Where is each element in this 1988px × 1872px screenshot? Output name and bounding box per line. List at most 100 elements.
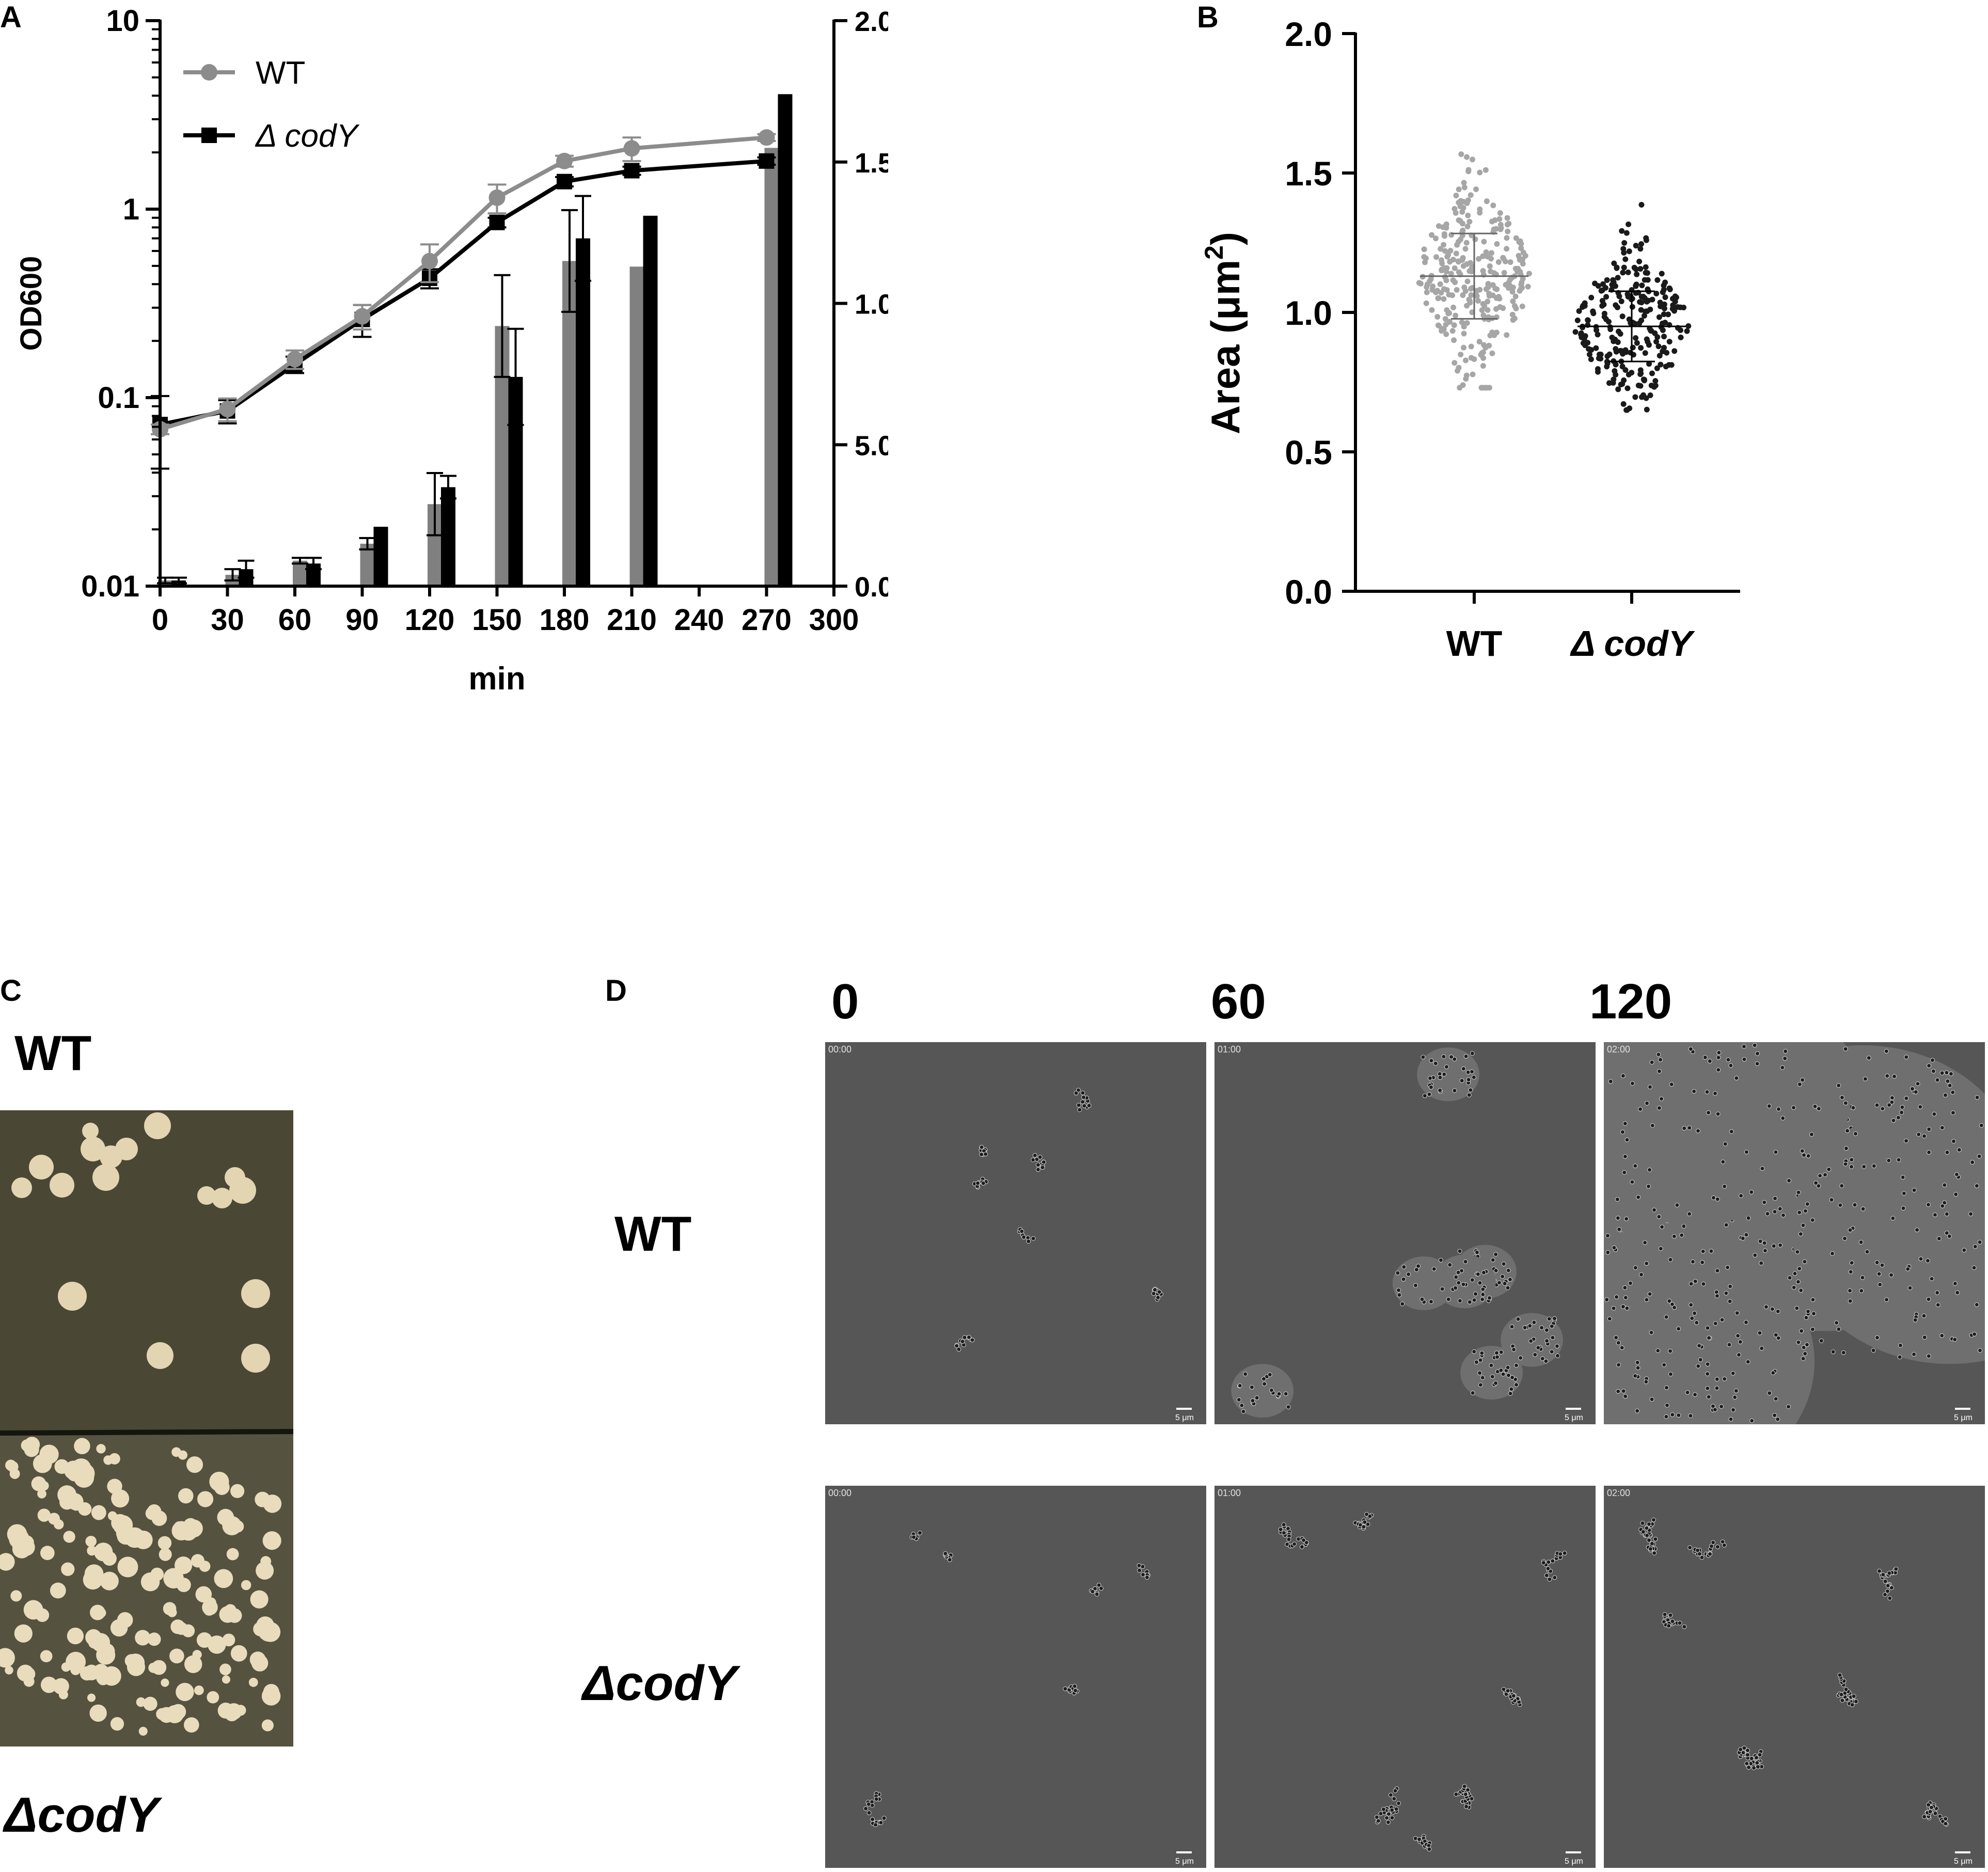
micro-cell [1550,1335,1555,1340]
scatter-point [1441,296,1447,302]
colony [50,1173,74,1198]
od-point [219,401,236,418]
micro-cell [1622,1285,1628,1290]
micro-cell [1419,1297,1425,1302]
micro-cell [975,1181,981,1186]
cfu-bar [441,487,455,586]
micro-cell [874,1797,879,1802]
micro-cell [1498,1349,1504,1355]
scatter-point [1461,180,1467,186]
scatter-point [1637,371,1644,377]
micro-cell [1848,1269,1853,1275]
scatter-point [1648,327,1654,334]
cfu-bar [373,527,388,586]
micro-cell [1076,1103,1081,1108]
micro-cell [1651,1517,1656,1522]
scatter-point [1470,371,1476,377]
micro-cell [1645,1100,1650,1106]
micro-cell [1385,1820,1391,1825]
micro-cell [1552,1316,1557,1321]
micro-cell [1816,1184,1821,1189]
micro-cell [1972,1331,1977,1336]
micro-cell [1646,1538,1651,1543]
y-tick-label: 0.5 [1285,433,1332,471]
scatter-point [1624,385,1631,391]
micro-cell [1773,1150,1778,1155]
micro-cell [1685,1390,1690,1395]
scatter-point [1490,202,1496,209]
x-tick-label: 180 [540,603,590,637]
scatter-point [1441,242,1447,248]
micro-cell [1034,1157,1039,1162]
micro-cell [1694,1320,1699,1325]
micro-cell [1693,1279,1698,1284]
micro-cell [1952,1337,1958,1342]
scatter-point [1433,254,1440,260]
micro-cell [1077,1107,1082,1112]
micro-cell [1933,1811,1938,1816]
micro-cell [1871,1348,1876,1353]
micro-cell [979,1152,984,1157]
scatter-point [1615,386,1621,392]
micro-cell [1470,1051,1475,1056]
scatter-point [1634,271,1640,277]
micro-cell [1926,1297,1931,1302]
colony [74,1438,90,1455]
micro-cell [1947,1083,1952,1088]
micro-cell [1897,1355,1902,1360]
od-point [624,163,640,179]
micro-cell [1922,1814,1927,1819]
scatter-point [1509,289,1516,295]
scatter-point [1430,284,1436,290]
colony [175,1556,193,1575]
micro-cell [1508,1391,1513,1396]
scatter-point [1485,307,1491,313]
micro-cell [1884,1049,1889,1054]
scatter-point [1450,304,1457,310]
micro-cell [1845,1128,1850,1134]
micro-background [1604,1486,1985,1868]
scatter-point [1684,328,1690,334]
scatter-point [1466,296,1472,303]
micro-cell [1798,1288,1804,1293]
scatter-point [1504,235,1510,241]
micro-cell [1073,1688,1078,1693]
micro-cell [881,1816,887,1821]
micro-cell [1676,1413,1681,1418]
micro-cell [1608,1079,1613,1084]
micro-cell [1558,1551,1563,1556]
scatter-point [1489,350,1495,356]
micro-cell [1890,1216,1896,1221]
micro-cell [1019,1229,1024,1234]
micro-cell [1489,1363,1494,1368]
micro-cell [1494,1350,1499,1356]
colony [67,1467,82,1482]
colony [96,1608,106,1618]
scatter-point [1649,370,1655,376]
micro-cell [1725,1265,1730,1270]
scatter-point [1441,286,1447,292]
x-tick-label: 270 [741,603,792,637]
micro-cell [1948,1071,1953,1076]
scatter-point [1585,340,1591,346]
micro-cell [1757,1330,1762,1335]
micro-cell [1422,1093,1427,1098]
micro-cell [1697,1551,1702,1556]
scatter-point [1465,212,1471,218]
micro-cell [1416,1837,1422,1842]
micro-cell [1653,1536,1658,1541]
micro-cell [1739,1193,1744,1199]
scatter-point [1644,308,1650,314]
colony [136,1697,146,1707]
micro-cell [1773,1332,1778,1338]
colony [230,1484,245,1498]
scatter-point [1469,264,1475,271]
micro-cell [1727,1342,1732,1347]
colony [195,1586,212,1603]
micro-cell [1623,1295,1628,1300]
micro-cell [1286,1405,1291,1410]
scatter-point [1666,362,1672,368]
scatter-point [1620,270,1626,276]
scatter-point [1615,275,1621,281]
microscopy-image-wt-0100: 01:00 5 μm [1214,1042,1596,1424]
